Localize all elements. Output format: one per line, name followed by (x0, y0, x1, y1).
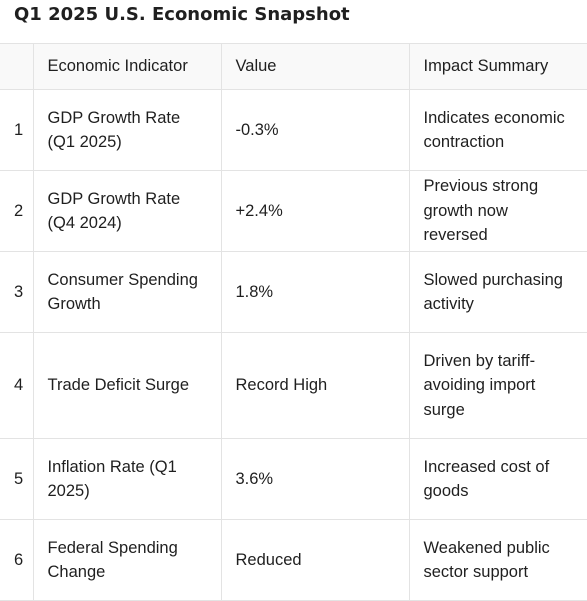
indicator-cell: Consumer Spending Growth (32, 251, 222, 333)
table-row: 5 Inflation Rate (Q1 2025) 3.6% Increase… (0, 438, 587, 520)
header-impact: Impact Summary (408, 43, 587, 90)
economic-snapshot-table: Economic Indicator Value Impact Summary … (0, 43, 587, 601)
table-row: 3 Consumer Spending Growth 1.8% Slowed p… (0, 251, 587, 333)
impact-cell: Driven by tariff-avoiding import surge (408, 332, 587, 439)
indicator-cell: Inflation Rate (Q1 2025) (32, 438, 222, 520)
impact-cell: Indicates economic contraction (408, 89, 587, 171)
indicator-cell: GDP Growth Rate (Q1 2025) (32, 89, 222, 171)
row-index: 6 (0, 519, 34, 601)
header-indicator: Economic Indicator (32, 43, 222, 90)
value-cell: Record High (220, 332, 410, 439)
impact-cell: Increased cost of goods (408, 438, 587, 520)
table-row: 6 Federal Spending Change Reduced Weaken… (0, 519, 587, 601)
row-index: 2 (0, 170, 34, 252)
page-title: Q1 2025 U.S. Economic Snapshot (14, 4, 350, 25)
table-row: 1 GDP Growth Rate (Q1 2025) -0.3% Indica… (0, 89, 587, 171)
value-cell: 1.8% (220, 251, 410, 333)
row-index: 3 (0, 251, 34, 333)
impact-cell: Weakened public sector support (408, 519, 587, 601)
value-cell: Reduced (220, 519, 410, 601)
header-value: Value (220, 43, 410, 90)
value-cell: +2.4% (220, 170, 410, 252)
value-cell: -0.3% (220, 89, 410, 171)
row-index: 1 (0, 89, 34, 171)
header-index (0, 43, 34, 90)
indicator-cell: Federal Spending Change (32, 519, 222, 601)
table-row: 4 Trade Deficit Surge Record High Driven… (0, 332, 587, 439)
impact-cell: Slowed purchasing activity (408, 251, 587, 333)
indicator-cell: GDP Growth Rate (Q4 2024) (32, 170, 222, 252)
indicator-cell: Trade Deficit Surge (32, 332, 222, 439)
table-header-row: Economic Indicator Value Impact Summary (0, 43, 587, 90)
row-index: 5 (0, 438, 34, 520)
row-index: 4 (0, 332, 34, 439)
impact-cell: Previous strong growth now reversed (408, 170, 587, 252)
value-cell: 3.6% (220, 438, 410, 520)
table-row: 2 GDP Growth Rate (Q4 2024) +2.4% Previo… (0, 170, 587, 252)
